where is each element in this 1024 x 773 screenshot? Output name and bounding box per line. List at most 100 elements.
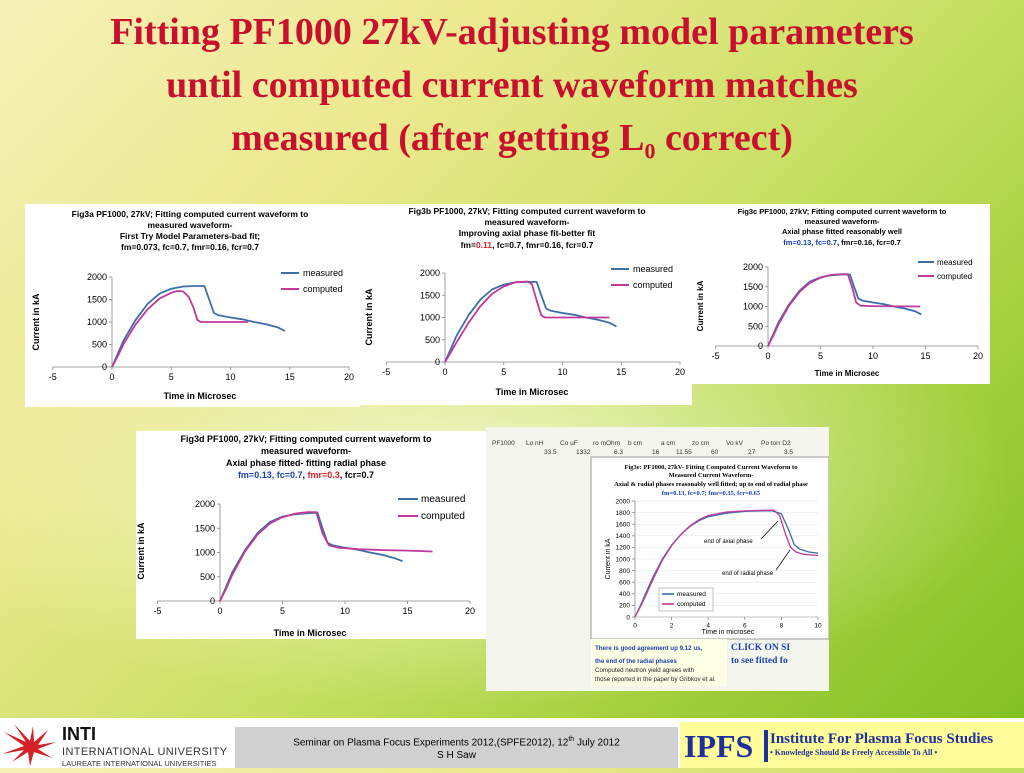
title-line-3-pre: measured (after getting L xyxy=(231,117,645,159)
fig3d-y-tick-label: 500 xyxy=(200,572,215,582)
seminar-author: S H Saw xyxy=(437,750,476,762)
fig3e-param-label-4: b cm xyxy=(628,440,642,447)
fig3a-x-tick-label: -5 xyxy=(49,372,57,382)
fig3b-svg: Fig3b PF1000, 27kV; Fitting computed cur… xyxy=(364,206,685,397)
fig3a-legend-measured: measured xyxy=(303,268,343,278)
fig3e-param-label-6: zo cm xyxy=(692,440,709,447)
fig3e-param-label-1: Lo nH xyxy=(526,440,544,447)
fig3a-x-tick-label: 20 xyxy=(344,372,354,382)
fig3e-y-tick-label: 1800 xyxy=(616,510,631,517)
fig3a-title-4: fm=0.073, fc=0.7, fmr=0.16, fcr=0.7 xyxy=(121,242,259,252)
fig3a-title-1: Fig3a PF1000, 27kV; Fitting computed cur… xyxy=(72,209,309,219)
fig3c-x-tick-label: 10 xyxy=(868,351,878,361)
fig3c-panel: Fig3c PF1000, 27kV; Fitting computed cur… xyxy=(692,204,990,384)
fig3e-panel: PF1000 Lo nH Co uF ro mOhm b cm a cm zo … xyxy=(486,427,829,691)
fig3c-legend: measured computed xyxy=(918,258,973,281)
fig3d-chart: 0 500 1000 1500 2000 -5 0 5 10 15 20 xyxy=(153,499,475,616)
fig3e-y-tick-label: 1000 xyxy=(616,556,631,563)
fig3e-series-measured xyxy=(634,510,819,618)
fig3e-note-3: Computed neutron yield agrees with xyxy=(595,667,695,674)
fig3b-y-tick-label: 1000 xyxy=(420,313,440,323)
fig3e-legend-measured: measured xyxy=(677,591,706,598)
fig3d-panel: Fig3d PF1000, 27kV; Fitting computed cur… xyxy=(136,431,486,639)
fig3e-note-box xyxy=(591,639,727,686)
fig3e-annotation-radial: end of radial phase xyxy=(722,571,774,577)
title-line-2: until computed current waveform matches xyxy=(166,64,858,106)
fig3c-x-tick-label: 15 xyxy=(920,351,930,361)
fig3c-legend-measured: measured xyxy=(937,258,973,267)
fig3e-legend: measured computed xyxy=(658,587,714,612)
fig3d-xlabel: Time in Microsec xyxy=(274,628,347,638)
fig3c-legend-computed: computed xyxy=(937,272,972,281)
title-line-3-post: correct) xyxy=(655,117,793,159)
seminar-line: Seminar on Plasma Focus Experiments 2012… xyxy=(235,727,678,749)
fig3a-title-3: First Try Model Parameters-bad fit; xyxy=(120,231,260,241)
fig3e-annotation-axial: end of axial phase xyxy=(704,539,753,545)
seminar-sup: th xyxy=(568,736,575,743)
fig3e-x-tick-label: 10 xyxy=(814,623,822,630)
seminar-caption: Seminar on Plasma Focus Experiments 2012… xyxy=(235,727,678,768)
ipfs-wordmark: IPFS xyxy=(684,728,753,764)
fig3a-svg: Fig3a PF1000, 27kV; Fitting computed cur… xyxy=(31,209,354,401)
title-line-3: measured (after getting L0 correct) xyxy=(10,112,1014,178)
fig3d-legend-computed: computed xyxy=(421,511,465,522)
fig3b-rest: , fc=0.7, fmr=0.16, fcr=0.7 xyxy=(492,240,594,250)
fig3a-legend: measured computed xyxy=(281,268,343,294)
fig3e-note-1: There is good agreement up 9.12 us, xyxy=(595,645,703,652)
fig3a-y-tick-label: 1500 xyxy=(87,295,107,305)
fig3d-fmr: fmr=0.3 xyxy=(308,470,340,480)
fig3e-param-value-5: 60 xyxy=(711,449,719,456)
fig3c-x-tick-label: 20 xyxy=(973,351,983,361)
fig3c-x-tick-label: -5 xyxy=(711,351,719,361)
fig3e-chart: 0 200 400 600 800 1000 1200 1400 1600 1800 2000 0 2 4… xyxy=(616,498,822,629)
fig3c-y-tick-label: 500 xyxy=(748,321,763,331)
fig3d-x-tick-label: 15 xyxy=(402,606,412,616)
fig3b-fm-label: fm= xyxy=(461,240,476,250)
fig3e-param-value-6: 27 xyxy=(748,449,756,456)
fig3c-y-tick-label: 1000 xyxy=(743,302,763,312)
fig3b-panel: Fig3b PF1000, 27kV; Fitting computed cur… xyxy=(360,204,692,405)
fig3b-y-tick-label: 2000 xyxy=(420,268,440,278)
fig3d-title-4: fm=0.13, fc=0.7, fmr=0.3, fcr=0.7 xyxy=(238,470,374,480)
fig3c-svg: Fig3c PF1000, 27kV; Fitting computed cur… xyxy=(696,207,983,378)
fig3c-title-4: fm=0.13, fc=0.7, fmr=0.16, fcr=0.7 xyxy=(783,238,901,247)
inti-wordmark: INTI xyxy=(62,724,96,744)
fig3c-title-3: Axial phase fitted reasonably well xyxy=(782,227,902,236)
fig3e-x-tick-label: 8 xyxy=(780,623,784,630)
inti-university: INTERNATIONAL UNIVERSITY xyxy=(62,746,228,758)
fig3a-y-tick-label: 500 xyxy=(92,340,107,350)
fig3e-param-value-0: 33.5 xyxy=(544,449,557,456)
fig3b-chart: 0 500 1000 1500 2000 -5 0 5 10 15 20 xyxy=(382,268,685,377)
slide-title: Fitting PF1000 27kV-adjusting model para… xyxy=(10,6,1014,178)
fig3e-x-tick-label: 4 xyxy=(706,623,710,630)
fig3e-param-value-1: 1332 xyxy=(576,449,591,456)
fig3e-note-4: those reported in the paper by Gribkov e… xyxy=(595,676,716,683)
fig3a-y-tick-label: 1000 xyxy=(87,317,107,327)
fig3e-param-value-7: 3.5 xyxy=(784,449,793,456)
fig3e-param-label-3: ro mOhm xyxy=(593,440,620,447)
fig3d-title-2: measured waveform- xyxy=(261,446,351,456)
fig3c-title-2: measured waveform- xyxy=(804,217,880,226)
fig3b-series-computed xyxy=(444,280,610,363)
fig3d-legend: measured computed xyxy=(398,494,465,522)
fig3d-legend-measured: measured xyxy=(421,494,465,505)
fig3d-rest: , fcr=0.7 xyxy=(340,470,374,480)
fig3e-click-1[interactable]: CLICK ON SI xyxy=(731,643,790,653)
fig3b-title-2: measured waveform- xyxy=(484,217,569,227)
fig3b-y-tick-label: 500 xyxy=(425,335,440,345)
fig3a-x-tick-label: 0 xyxy=(109,372,114,382)
fig3a-ylabel: Current in kA xyxy=(31,293,41,351)
fig3c-series-computed xyxy=(767,273,921,347)
fig3e-series-computed xyxy=(634,509,819,618)
fig3a-x-tick-label: 10 xyxy=(225,372,235,382)
fig3e-param-label-5: a cm xyxy=(661,440,675,447)
fig3e-y-tick-label: 600 xyxy=(619,579,630,586)
fig3d-y-tick-label: 1500 xyxy=(195,523,215,533)
fig3e-click-2[interactable]: to see fitted fo xyxy=(731,656,788,666)
fig3d-ylabel: Current in kA xyxy=(136,522,146,580)
fig3e-annotation-axial-arrow xyxy=(760,520,779,540)
fig3b-x-tick-label: 15 xyxy=(616,367,626,377)
fig3c-y-tick-label: 2000 xyxy=(743,262,763,272)
fig3e-param-label-0: PF1000 xyxy=(492,440,515,447)
fig3e-param-label-8: Po torr D2 xyxy=(761,440,791,447)
